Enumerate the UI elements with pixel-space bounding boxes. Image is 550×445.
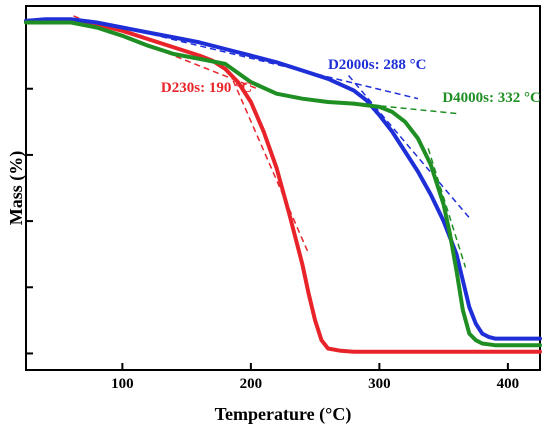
axis-ticks: 100 200 300 400 <box>26 21 520 392</box>
x-tick-label: 100 <box>111 376 134 392</box>
tangent-line-d4000s <box>427 148 467 268</box>
x-axis-title: Temperature (°C) <box>215 404 352 425</box>
tangent-line-d230s <box>224 61 309 252</box>
y-axis-title: Mass (%) <box>6 151 27 226</box>
tangent-lines <box>73 15 470 268</box>
annotations: D230s: 190 °C D2000s: 288 °C D4000s: 332 °… <box>161 57 541 106</box>
series-line-d4000s <box>24 20 542 348</box>
x-tick-label: 300 <box>368 376 391 392</box>
x-tick-label: 400 <box>497 376 520 392</box>
onset-annotation: D230s: 190 °C <box>161 80 252 96</box>
series-line-d2000s <box>24 17 542 341</box>
series-lines <box>24 17 542 354</box>
onset-annotation: D2000s: 288 °C <box>328 57 427 73</box>
tangent-line-d2000s <box>347 75 470 219</box>
series-line-d230s <box>24 17 542 354</box>
onset-annotation: D4000s: 332 °C <box>442 90 540 106</box>
x-tick-label: 200 <box>240 376 263 392</box>
plot-frame <box>25 5 541 371</box>
